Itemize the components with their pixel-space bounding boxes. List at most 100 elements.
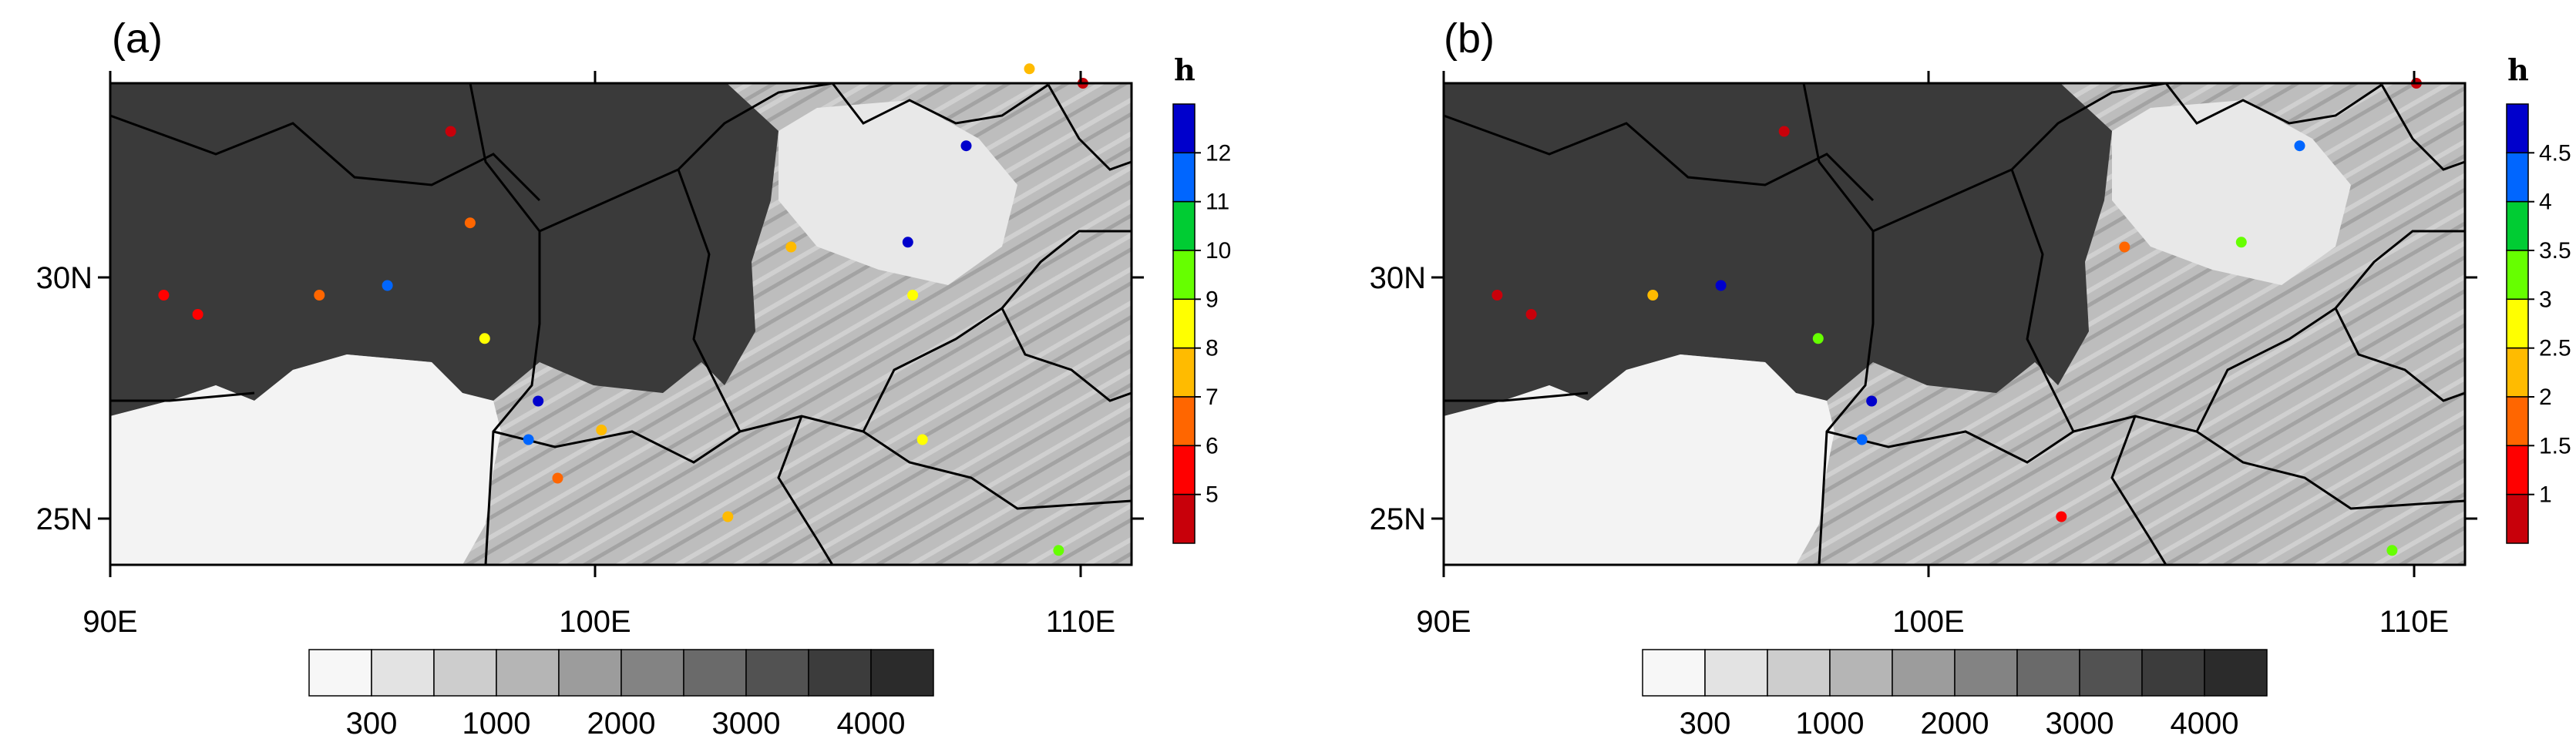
colorbar-segment xyxy=(2506,152,2529,203)
colorbar-tick-label: 3.5 xyxy=(2539,238,2571,264)
colorbar-tick-label: 3 xyxy=(2539,287,2552,312)
elevation-colorbar-segment xyxy=(683,649,747,697)
colorbar-segment xyxy=(2506,200,2529,251)
panel-a-elevation-colorbar: 300 1000 2000 3000 4000 xyxy=(308,649,934,741)
elevation-colorbar-segment xyxy=(1704,649,1768,697)
panel-b-map xyxy=(1442,78,2467,566)
panel-b-colorbar: 1 1.5 2 2.5 3 3.5 4 4.5 xyxy=(2506,103,2571,544)
colorbar-segment xyxy=(1172,445,1196,495)
colorbar-segment xyxy=(1172,298,1196,349)
station-point xyxy=(158,290,170,301)
colorbar-tick-label: 1.5 xyxy=(2539,433,2571,458)
elevation-tick-label: 4000 xyxy=(837,707,906,741)
elevation-colorbar-segment xyxy=(808,649,872,697)
colorbar-segment xyxy=(1172,347,1196,398)
colorbar-tick-label: 4 xyxy=(2539,190,2552,215)
station-point xyxy=(192,309,203,320)
panel-a-xtick-100e: 100E xyxy=(559,605,631,639)
station-point xyxy=(596,425,607,435)
elevation-colorbar-segment xyxy=(308,649,372,697)
colorbar-tick-label: 5 xyxy=(1206,482,1219,508)
colorbar-segment xyxy=(1172,103,1196,154)
station-point xyxy=(916,434,928,445)
elevation-colorbar-segment xyxy=(620,649,684,697)
station-point xyxy=(464,217,476,229)
elevation-colorbar-segment xyxy=(371,649,435,697)
colorbar-tick-label: 4.5 xyxy=(2539,140,2571,166)
elevation-tick-label: 1000 xyxy=(1796,707,1865,741)
panel-b-xtick-100e: 100E xyxy=(1892,605,1964,639)
colorbar-tick-label: 9 xyxy=(1206,287,1219,312)
station-point xyxy=(902,237,913,248)
station-point xyxy=(1856,434,1868,445)
station-point xyxy=(523,434,534,445)
elevation-colorbar-segment xyxy=(870,649,934,697)
colorbar-tick-label: 2.5 xyxy=(2539,336,2571,361)
elevation-tick-label: 300 xyxy=(1680,707,1731,741)
colorbar-tick-label: 1 xyxy=(2539,482,2552,508)
panel-a-xtick-110e: 110E xyxy=(1046,605,1115,639)
station-point xyxy=(314,290,325,301)
colorbar-segment xyxy=(2506,396,2529,447)
elevation-colorbar-segment xyxy=(2204,649,2268,697)
colorbar-tick-label: 2 xyxy=(2539,385,2552,410)
panel-b: (b) xyxy=(1370,15,2571,639)
elevation-colorbar-segment xyxy=(1892,649,1956,697)
panel-a-xtick-90e: 90E xyxy=(82,605,137,639)
station-point xyxy=(722,511,734,522)
panel-a-colorbar: 5 6 7 8 9 10 11 12 xyxy=(1172,103,1231,544)
elevation-colorbar-segment xyxy=(558,649,622,697)
station-point xyxy=(2294,140,2305,152)
elevation-tick-label: 2000 xyxy=(587,707,656,741)
station-point xyxy=(2119,241,2130,253)
station-point xyxy=(785,241,797,253)
colorbar-segment xyxy=(1172,200,1196,251)
elevation-tick-label: 3000 xyxy=(712,707,781,741)
colorbar-segment xyxy=(1172,250,1196,301)
elevation-tick-label: 3000 xyxy=(2046,707,2114,741)
station-point xyxy=(382,280,393,291)
station-point xyxy=(1778,126,1790,137)
station-point xyxy=(907,290,919,301)
station-point xyxy=(2235,237,2247,248)
panel-b-label: (b) xyxy=(1444,15,1495,62)
panel-b-xtick-90e: 90E xyxy=(1416,605,1471,639)
panel-b-frame xyxy=(1442,82,2467,566)
panel-a-colorbar-unit: h xyxy=(1174,52,1196,87)
panel-b-xtick-110e: 110E xyxy=(2379,605,2449,639)
colorbar-segment xyxy=(2506,103,2529,154)
colorbar-tick-label: 7 xyxy=(1206,385,1219,410)
colorbar-tick-label: 12 xyxy=(1206,140,1231,166)
colorbar-segment xyxy=(2506,445,2529,495)
station-point xyxy=(960,140,972,152)
colorbar-tick-label: 6 xyxy=(1206,433,1219,458)
elevation-colorbar-segment xyxy=(496,649,560,697)
station-point xyxy=(552,472,563,484)
colorbar-segment xyxy=(2506,250,2529,301)
panel-a-frame xyxy=(109,82,1133,566)
panel-a-map xyxy=(109,63,1133,566)
elevation-colorbar-segment xyxy=(1954,649,2018,697)
station-point xyxy=(1715,280,1727,291)
station-point xyxy=(533,395,544,407)
station-point xyxy=(445,126,456,137)
panel-a-ytick-25n: 25N xyxy=(36,502,92,536)
elevation-tick-label: 300 xyxy=(346,707,398,741)
panel-b-colorbar-unit: h xyxy=(2507,52,2529,87)
panel-b-ytick-30n: 30N xyxy=(1370,261,1426,295)
elevation-colorbar-segment xyxy=(2141,649,2205,697)
station-point xyxy=(1812,333,1824,344)
elevation-colorbar-segment xyxy=(745,649,809,697)
panel-a: (a) xyxy=(36,15,1232,639)
colorbar-tick-label: 11 xyxy=(1206,190,1229,215)
station-point xyxy=(2386,545,2398,556)
colorbar-segment xyxy=(1172,396,1196,447)
colorbar-segment xyxy=(1172,493,1196,544)
colorbar-segment xyxy=(2506,298,2529,349)
elevation-colorbar-segment xyxy=(2079,649,2143,697)
panel-b-stations xyxy=(1491,78,2422,556)
panel-b-elevation-colorbar: 300 1000 2000 3000 4000 xyxy=(1642,649,2268,741)
colorbar-tick-label: 10 xyxy=(1206,238,1231,264)
station-point xyxy=(1647,290,1659,301)
elevation-colorbar-segment xyxy=(1829,649,1893,697)
